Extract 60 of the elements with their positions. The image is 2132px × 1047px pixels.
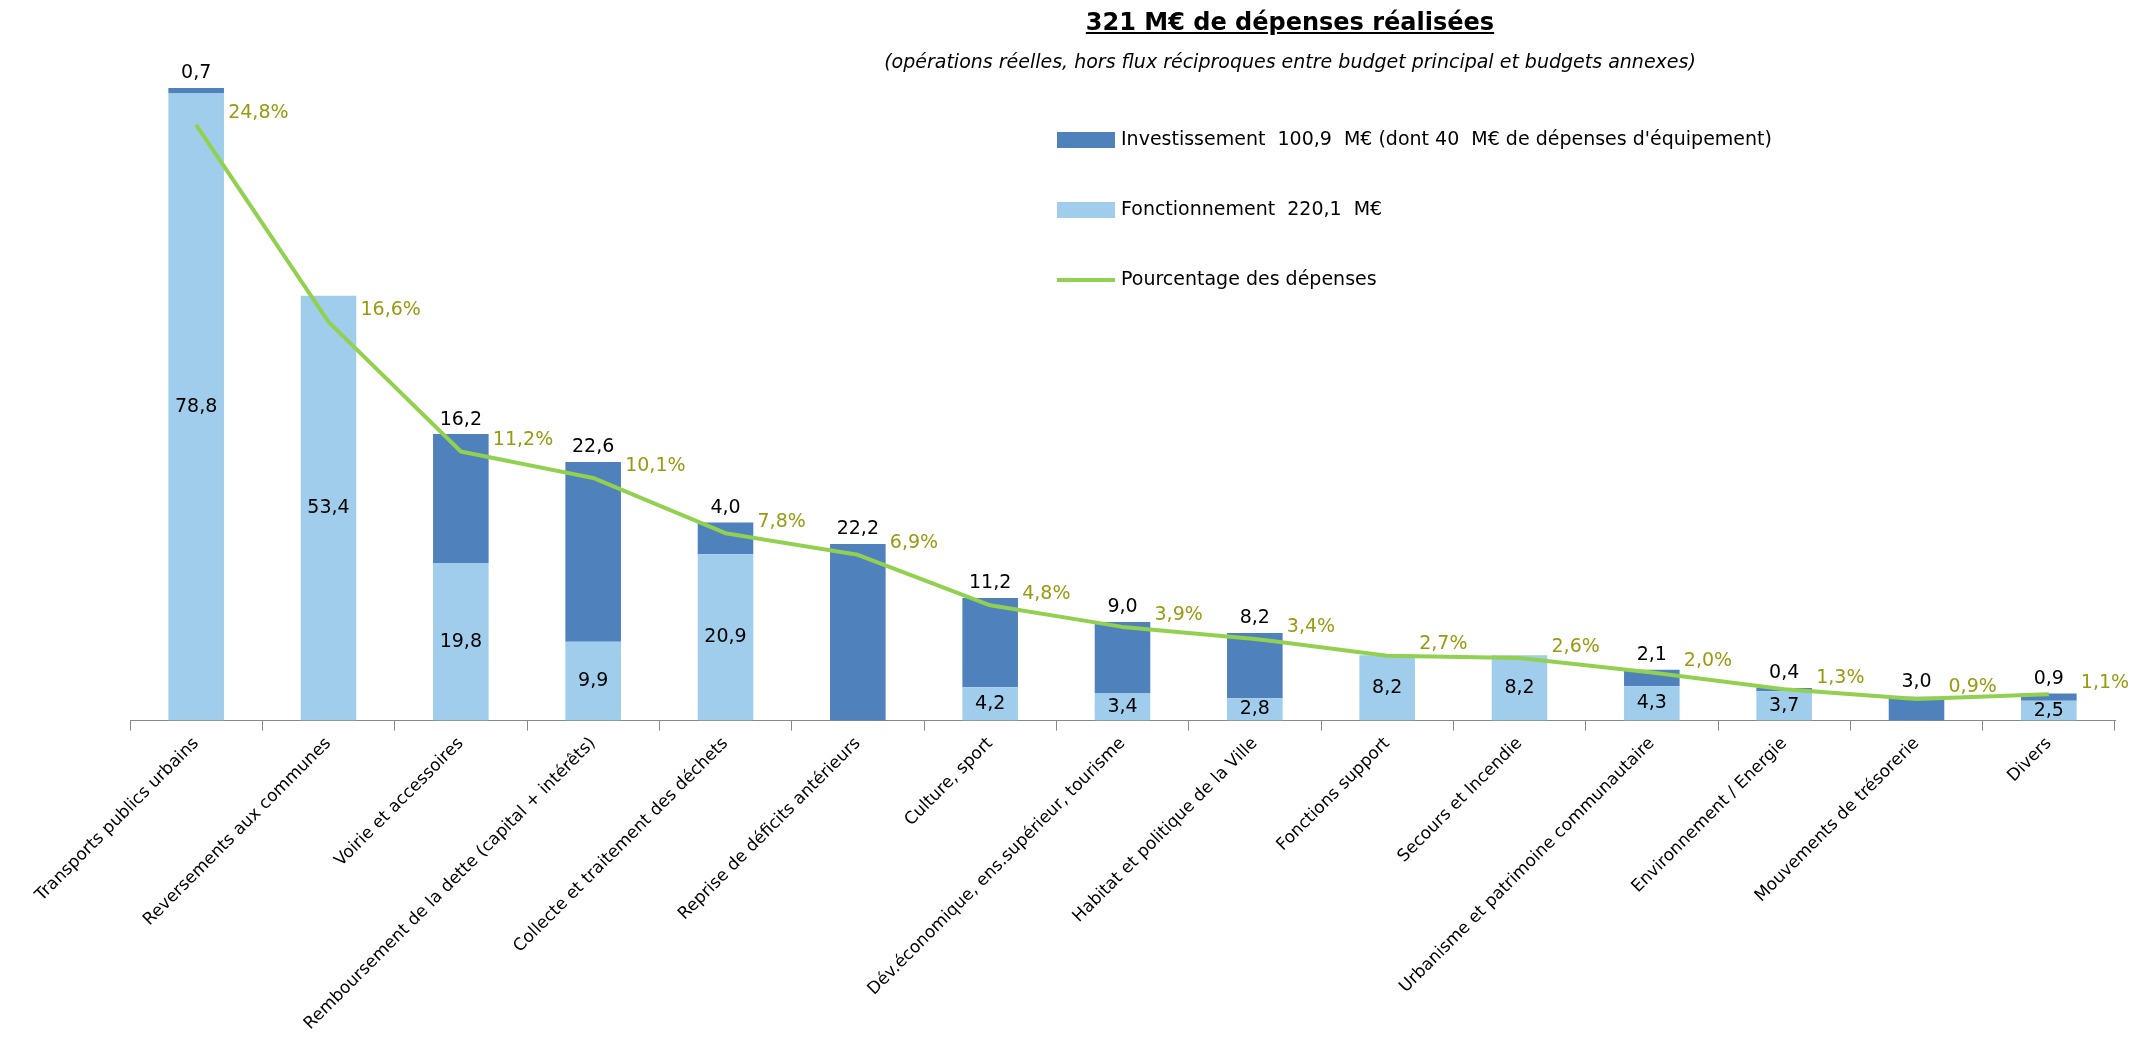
chart-title: 321 M€ de dépenses réalisées [1085, 8, 1495, 36]
data-label: 2,5 [2033, 697, 2064, 720]
data-label: 3,4% [1286, 614, 1336, 637]
bar [433, 434, 489, 564]
legend-label: Fonctionnement 220,1 M€ [1121, 196, 1383, 219]
data-label: 78,8 [175, 394, 218, 416]
data-label: 24,8% [228, 100, 289, 123]
data-label: 10,1% [625, 453, 686, 476]
data-label: 9,9 [578, 668, 609, 691]
data-label: 22,2 [836, 516, 879, 539]
data-label: 8,2 [1372, 674, 1403, 697]
data-label: 20,9 [704, 624, 747, 647]
data-label: 2,7% [1419, 631, 1468, 654]
data-label: 0,7 [181, 60, 212, 83]
bar [830, 543, 886, 721]
data-label: 16,6% [360, 297, 421, 320]
data-label: 11,2 [969, 570, 1012, 593]
data-label: 8,2 [1504, 674, 1535, 697]
data-label: 1,1% [2080, 669, 2130, 692]
data-label: 2,0% [1683, 647, 1733, 670]
data-label: 4,0 [710, 494, 741, 517]
bar [433, 563, 489, 721]
bar [1094, 621, 1151, 694]
chart-subtitle: (opérations réelles, hors flux réciproques entre budget principal et budgets annexes) [884, 50, 1696, 72]
data-label: 0,9% [1948, 674, 1997, 697]
data-label: 8,2 [1239, 605, 1270, 628]
bar [168, 87, 224, 94]
bar [565, 461, 621, 642]
data-label: 1,3% [1816, 664, 1865, 687]
data-label: 2,6% [1551, 633, 1600, 656]
data-label: 4,2 [975, 690, 1006, 713]
data-label: 4,8% [1022, 580, 1071, 603]
data-label: 7,8% [757, 508, 806, 531]
data-label: 3,0 [1901, 669, 1932, 692]
data-label: 53,4 [307, 495, 350, 518]
data-label: 11,2% [492, 426, 554, 449]
data-label: 16,2 [439, 406, 482, 429]
bar [962, 598, 1018, 688]
bar [697, 554, 754, 721]
legend-label: Investissement 100,9 M€ (dont 40 M€ de dépenses d'équipement) [1121, 126, 1772, 149]
bar [1624, 686, 1680, 721]
bar [168, 93, 224, 721]
data-label: 0,9 [2033, 665, 2064, 688]
data-label: 4,3 [1636, 690, 1667, 713]
bar [1359, 655, 1415, 721]
data-label: 2,8 [1239, 696, 1270, 719]
data-label: 2,1 [1636, 642, 1667, 665]
data-label: 19,8 [439, 628, 482, 651]
data-label: 22,6 [572, 434, 615, 457]
bar [962, 687, 1018, 721]
bar [565, 641, 621, 721]
legend-label: Pourcentage des dépenses [1121, 266, 1377, 289]
data-label: 6,9% [889, 530, 939, 553]
data-label: 9,0 [1107, 594, 1138, 617]
data-label: 3,4 [1107, 693, 1138, 716]
data-label: 3,7 [1769, 692, 1800, 715]
bar [300, 295, 357, 721]
bar [1227, 633, 1283, 699]
data-label: 3,9% [1154, 602, 1203, 625]
data-label: 0,4 [1769, 660, 1800, 683]
